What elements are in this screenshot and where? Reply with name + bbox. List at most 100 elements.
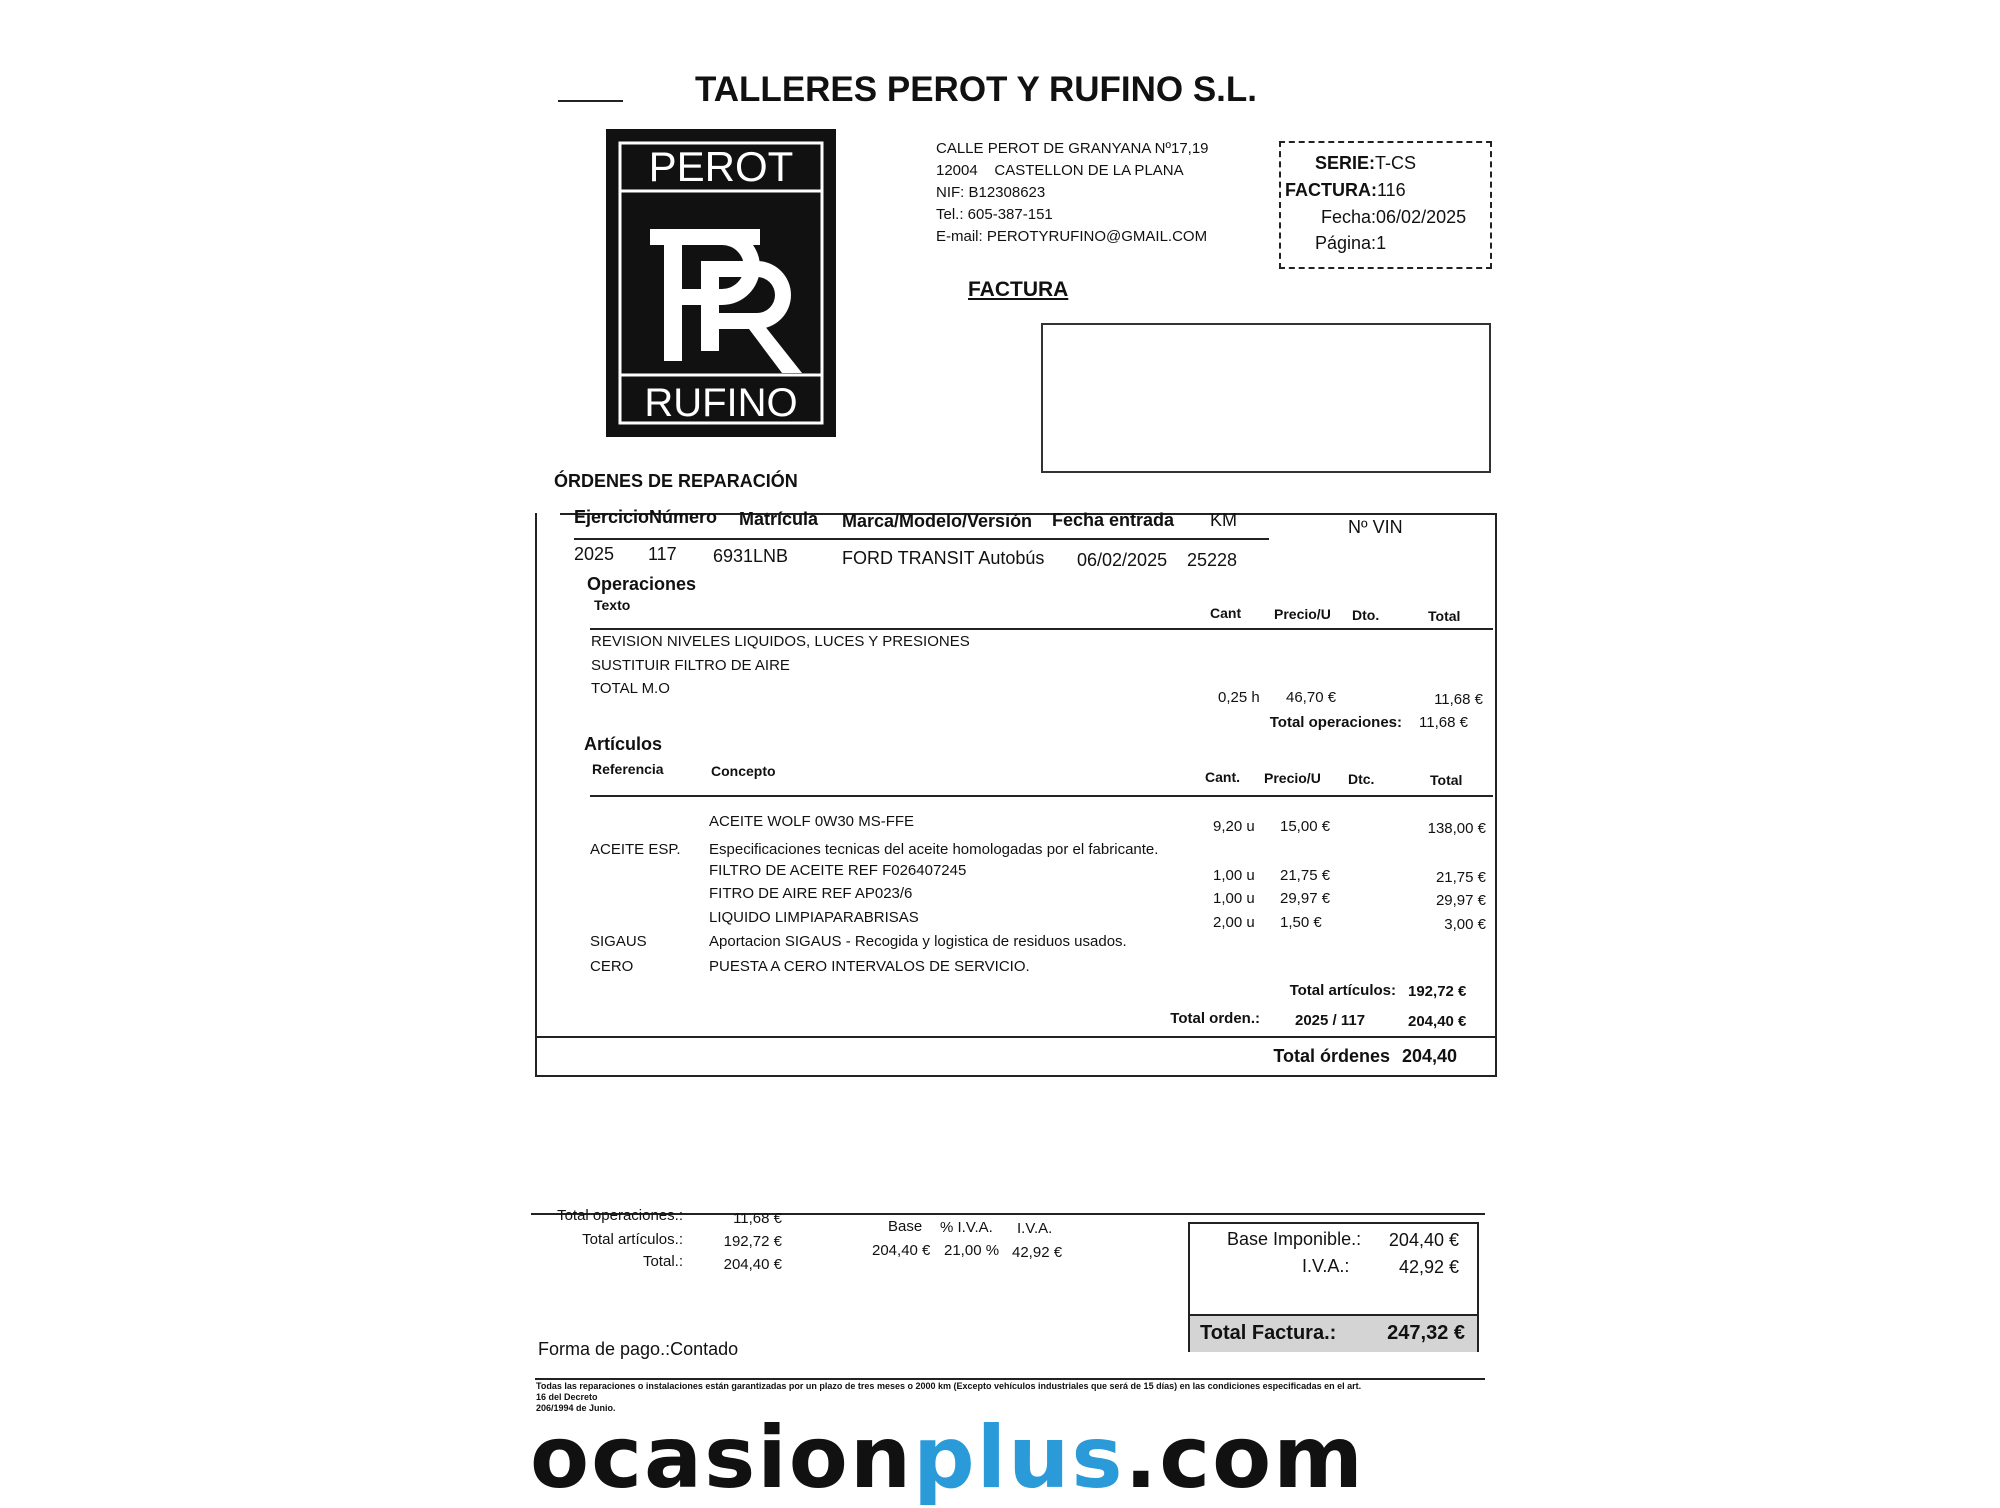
operations-heading: Operaciones [587,574,697,594]
ops-total-label: Total operaciones: [1269,714,1402,731]
total-factura-value: 247,32 € [1387,1322,1465,1344]
article-cant: 1,00 u [1213,867,1255,884]
warranty-footnote: Todas las reparaciones o instalaciones e… [536,1381,1361,1414]
total-factura-band: Total Factura.: 247,32 € [1190,1314,1477,1352]
watermark-accent-part: plus [913,1408,1125,1508]
tax-header-base: Base [888,1218,923,1235]
value-marca: FORD TRANSIT Autobús [842,548,1045,568]
summary-value: 204,40 € [723,1256,782,1273]
order-total-value: 204,40 € [1408,1013,1467,1030]
tax-pct: 21,00 % [944,1242,1000,1259]
art-header-ref: Referencia [592,761,664,777]
payment-method: Forma de pago.:Contado [538,1339,739,1359]
header-matricula: Matrícula [739,509,819,529]
address-street: CALLE PEROT DE GRANYANA Nº17,19 [936,140,1209,157]
company-title: TALLERES PEROT Y RUFINO S.L. [695,70,1257,109]
order-header-group: EjercicioNúmero [574,507,717,528]
header-marca: Marca/Modelo/Versión [842,511,1033,531]
article-concepto: FITRO DE AIRE REF AP023/6 [709,885,913,902]
value-ejercicio: 2025 [574,544,615,564]
fecha-value: 06/02/2025 [1376,207,1467,227]
totals-box: Base Imponible.: 204,40 € I.V.A.: 42,92 … [1188,1222,1479,1352]
ops-header-total: Total [1428,608,1461,624]
ops-header-dto: Dto. [1352,607,1380,623]
factura-value: 116 [1377,180,1406,200]
serie-value: T-CS [1375,153,1417,173]
address-nif: NIF: B12308623 [936,184,1046,201]
value-matricula: 6931LNB [713,546,789,566]
article-total: 29,97 € [1435,892,1486,909]
ops-header-precio: Precio/U [1274,606,1331,622]
operation-line: SUSTITUIR FILTRO DE AIRE [591,657,790,674]
art-header-precio: Precio/U [1264,770,1321,786]
article-precio: 29,97 € [1280,890,1331,907]
order-ref: 2025 / 117 [1295,1012,1366,1029]
article-total: 21,75 € [1435,869,1486,886]
company-logo: PEROT RUFINO [606,129,836,437]
logo-bottom-text: RUFINO [644,381,797,425]
article-ref: ACEITE ESP. [590,841,681,858]
footnote-line: Todas las reparaciones o instalaciones e… [536,1381,1362,1391]
article-concepto: LIQUIDO LIMPIAPARABRISAS [709,909,919,926]
article-total: 3,00 € [1444,916,1486,933]
ops-total-value: 11,68 € [1419,714,1468,731]
article-cant: 9,20 u [1213,818,1255,835]
orders-box [535,513,1497,1077]
article-concepto: PUESTA A CERO INTERVALOS DE SERVICIO. [709,958,1030,975]
article-concepto: Aportacion SIGAUS - Recogida y logistica… [709,933,1127,950]
orders-heading: ÓRDENES DE REPARACIÓN [554,471,798,491]
article-total: 138,00 € [1427,820,1486,837]
articles-total-value: 192,72 € [1408,983,1467,1000]
article-concepto: ACEITE WOLF 0W30 MS-FFE [709,813,915,830]
operation-line: TOTAL M.O [591,680,670,697]
art-header-concepto: Concepto [711,763,776,779]
watermark-part: ocasion [530,1408,914,1508]
article-precio: 1,50 € [1280,914,1322,931]
pagina-value: 1 [1376,233,1387,253]
header-km: KM [1210,510,1237,530]
tax-header-iva: I.V.A. [1017,1220,1053,1237]
company-address: CALLE PEROT DE GRANYANA Nº17,19 12004 CA… [936,138,1209,248]
article-ref: SIGAUS [590,933,647,950]
fecha-label: Fecha: [1321,207,1377,227]
divider [590,628,1493,630]
mo-total: 11,68 € [1434,691,1483,708]
divider [535,1036,1495,1038]
divider [531,1213,1485,1215]
value-numero: 117 [648,544,677,564]
value-fecha: 06/02/2025 [1077,550,1168,570]
header-numero: Número [649,507,718,527]
summary-value: 192,72 € [723,1233,782,1250]
value-km: 25228 [1187,550,1238,570]
operation-line: REVISION NIVELES LIQUIDOS, LUCES Y PRESI… [591,633,970,650]
base-imponible-label: Base Imponible.: [1227,1229,1362,1249]
address-city: 12004 CASTELLON DE LA PLANA [936,162,1184,179]
article-cant: 2,00 u [1213,914,1255,931]
articles-heading: Artículos [584,734,663,754]
tax-header-pct: % I.V.A. [940,1219,993,1236]
pagina-label: Página: [1315,233,1377,253]
article-concepto: FILTRO DE ACEITE REF F026407245 [709,862,967,879]
divider [535,1378,1485,1380]
divider [590,795,1493,797]
article-ref: CERO [590,958,634,975]
factura-label: FACTURA: [1285,180,1377,200]
footnote-line: 206/1994 de Junio. [536,1403,616,1413]
summary-label: Total operaciones.: [557,1207,683,1224]
watermark-part: .com [1124,1408,1365,1508]
header-fecha: Fecha entrada [1052,510,1175,530]
logo-top-text: PEROT [649,143,794,190]
address-email: E-mail: PEROTYRUFINO@GMAIL.COM [936,228,1208,245]
article-cant: 1,00 u [1213,890,1255,907]
article-precio: 21,75 € [1280,867,1331,884]
header-ejercicio: Ejercicio [574,507,650,527]
art-header-dto: Dtc. [1348,771,1375,787]
mo-precio: 46,70 € [1286,689,1337,706]
base-imponible-value: 204,40 € [1388,1230,1459,1250]
serie-label: SERIE: [1315,153,1376,173]
art-header-cant: Cant. [1205,769,1240,785]
articles-total-label: Total artículos: [1289,982,1396,999]
address-phone: Tel.: 605-387-151 [936,206,1053,223]
summary-label: Total.: [642,1253,683,1270]
total-ordenes-label: Total órdenes [1273,1046,1390,1066]
